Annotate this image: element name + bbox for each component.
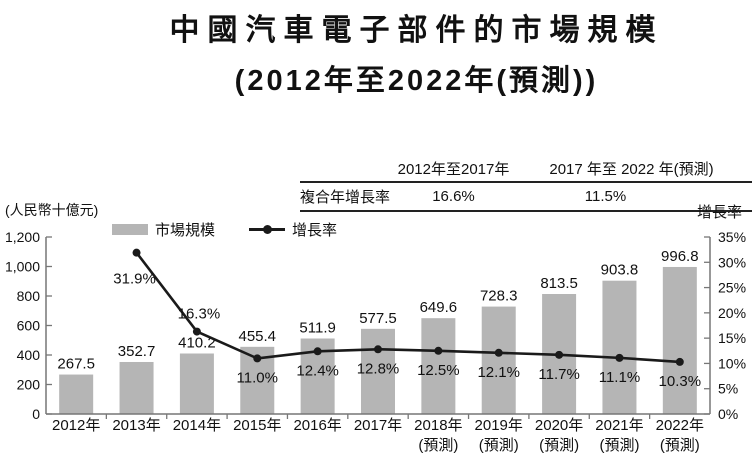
left-axis-unit-label: (人民幣十億元) [5,202,99,218]
page-subtitle: (2012年至2022年(預測)) [234,65,599,97]
svg-text:10.3%: 10.3% [659,373,702,390]
svg-text:649.6: 649.6 [420,299,458,316]
cagr-period1-value: 16.6% [432,188,475,205]
right-axis-unit-label: 增長率 [697,204,743,221]
svg-text:400: 400 [17,347,41,363]
svg-text:2021年: 2021年 [595,417,643,434]
svg-text:2019年: 2019年 [475,417,523,434]
svg-text:0%: 0% [718,406,738,422]
chart-legend: 市場規模 增長率 [112,221,338,239]
svg-text:(預測): (預測) [660,437,700,454]
svg-text:813.5: 813.5 [540,275,578,292]
cagr-row-label: 複合年增長率 [300,189,391,206]
svg-text:2018年: 2018年 [414,417,462,434]
svg-text:12.5%: 12.5% [417,362,460,379]
svg-text:11.7%: 11.7% [538,366,579,383]
svg-text:12.4%: 12.4% [296,362,339,379]
svg-text:11.1%: 11.1% [599,369,640,386]
svg-text:352.7: 352.7 [118,343,156,360]
cagr-table: 2012年至2017年 2017 年至 2022 年(預測) 複合年增長率 16… [300,156,752,212]
svg-text:2013年: 2013年 [112,417,160,434]
cagr-period2-header: 2017 年至 2022 年(預測) [549,161,714,178]
svg-text:2015年: 2015年 [233,417,281,434]
svg-text:728.3: 728.3 [480,288,518,305]
cagr-period2-value: 11.5% [584,188,627,205]
bar-series-swatch [112,224,148,235]
svg-text:(預測): (預測) [539,437,579,454]
svg-text:267.5: 267.5 [57,356,95,373]
svg-text:2022年: 2022年 [656,417,704,434]
svg-text:903.8: 903.8 [601,262,639,279]
svg-text:1,000: 1,000 [5,259,40,275]
svg-text:577.5: 577.5 [359,310,397,327]
svg-text:2016年: 2016年 [293,417,341,434]
svg-text:800: 800 [17,288,41,304]
svg-text:511.9: 511.9 [299,319,335,336]
svg-text:25%: 25% [718,280,746,296]
svg-text:2020年: 2020年 [535,417,583,434]
svg-text:0: 0 [32,406,40,422]
svg-text:12.1%: 12.1% [477,364,520,381]
svg-text:600: 600 [17,318,41,334]
svg-text:16.3%: 16.3% [178,306,221,323]
svg-text:12.8%: 12.8% [357,360,400,377]
svg-text:5%: 5% [718,381,738,397]
line-series-label: 增長率 [292,222,338,239]
cagr-value-row: 複合年增長率 16.6% 11.5% [300,183,752,212]
svg-text:2017年: 2017年 [354,417,402,434]
svg-text:996.8: 996.8 [661,248,699,265]
svg-text:2014年: 2014年 [173,417,221,434]
cagr-period1-header: 2012年至2017年 [397,161,510,178]
page-title: 中國汽車電子部件的市場規模 [169,14,664,47]
svg-text:1,200: 1,200 [5,229,40,245]
svg-text:11.0%: 11.0% [237,369,278,386]
line-series-swatch [249,225,286,234]
svg-text:35%: 35% [718,229,746,245]
svg-text:30%: 30% [718,254,746,270]
line-swatch-dot-icon [263,225,273,234]
svg-text:(預測): (預測) [479,437,519,454]
cagr-header-row: 2012年至2017年 2017 年至 2022 年(預測) [300,156,752,183]
svg-text:10%: 10% [718,355,746,371]
svg-text:15%: 15% [718,330,746,346]
svg-text:(預測): (預測) [418,437,458,454]
svg-text:410.2: 410.2 [178,334,216,351]
svg-text:31.9%: 31.9% [113,271,156,288]
svg-text:(預測): (預測) [599,437,639,454]
bar-series-label: 市場規模 [155,222,216,239]
svg-text:455.4: 455.4 [238,328,276,345]
svg-text:200: 200 [17,377,41,393]
svg-text:20%: 20% [718,305,746,321]
svg-text:2012年: 2012年 [52,417,100,434]
